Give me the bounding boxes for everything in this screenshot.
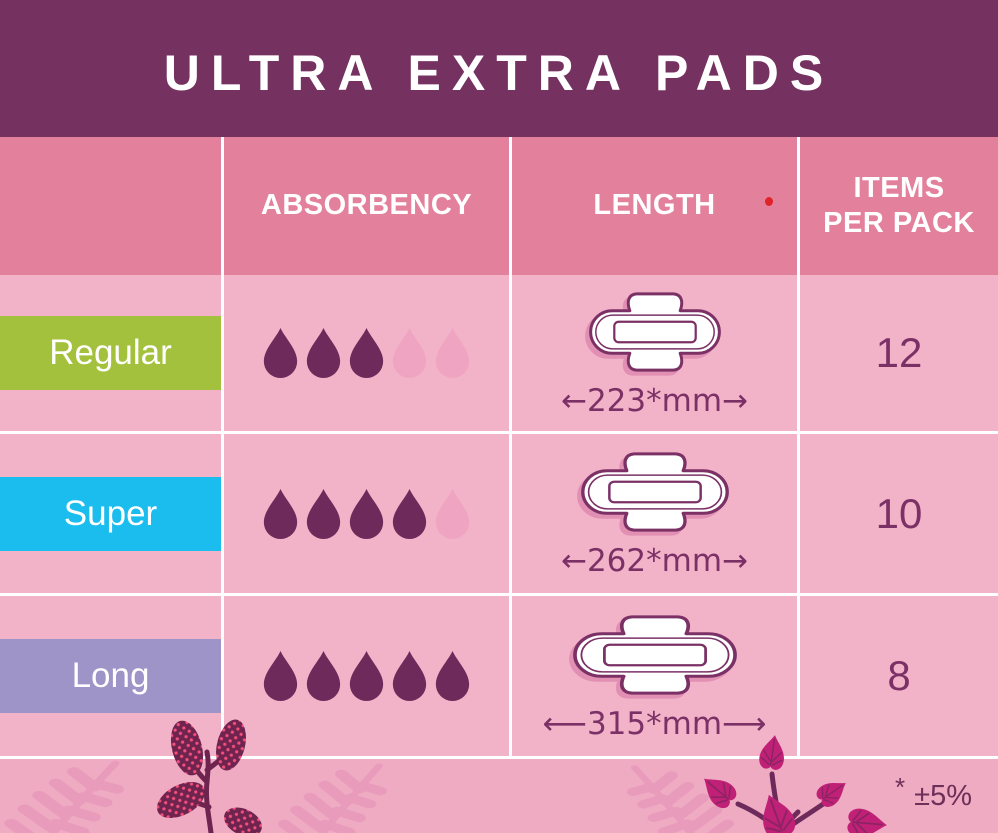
bottom-band: [0, 756, 998, 833]
absorbency-droplet-icon: [263, 651, 298, 701]
absorbency-droplet-icon: [349, 328, 384, 378]
absorbency-droplet-icon: [349, 651, 384, 701]
super-length-cell: ←262*mm→: [512, 431, 800, 593]
absorbency-droplet-icon: [435, 328, 470, 378]
title-band: ULTRA EXTRA PADS: [0, 0, 998, 137]
long-length-label: ⟵315*mm⟶: [542, 705, 767, 742]
regular-absorbency-cell: [224, 275, 512, 431]
row-regular-label-cell: Regular: [0, 275, 224, 431]
header-blank-cell: [0, 137, 224, 275]
regular-items-value: 12: [875, 329, 923, 376]
absorbency-droplet-icon: [306, 488, 341, 539]
absorbency-droplet-icon: [263, 488, 298, 539]
page-title: ULTRA EXTRA PADS: [163, 44, 835, 101]
super-label-band: Super: [0, 476, 221, 551]
long-items-value: 8: [887, 652, 911, 699]
footnote-asterisk: *: [895, 772, 906, 802]
long-absorbency-cell: [224, 593, 512, 756]
header-length: LENGTH: [512, 137, 800, 275]
absorbency-droplet-icon: [435, 488, 470, 539]
long-length-cell: ⟵315*mm⟶: [512, 593, 800, 756]
header-items-per-pack: ITEMS PER PACK: [800, 137, 998, 275]
super-items-value: 10: [875, 489, 923, 537]
absorbency-droplet-icon: [435, 651, 470, 701]
regular-label-band: Regular: [0, 316, 221, 390]
regular-length-cell: ←223*mm→: [512, 275, 800, 431]
absorbency-droplet-icon: [349, 488, 384, 539]
long-label-band: Long: [0, 639, 221, 713]
sanitary-pad-illustration: [588, 291, 721, 372]
absorbency-droplet-icon: [392, 488, 427, 539]
absorbency-droplet-icon: [306, 651, 341, 701]
product-table: ABSORBENCY LENGTH ITEMS PER PACK Regular…: [0, 137, 998, 756]
super-length-label: ←262*mm→: [560, 543, 748, 579]
regular-items-cell: 12: [800, 275, 998, 431]
absorbency-droplet-icon: [392, 328, 427, 378]
absorbency-droplet-icon: [306, 328, 341, 378]
regular-length-label: ←223*mm→: [560, 382, 748, 419]
row-super-label-cell: Super: [0, 431, 224, 593]
red-dot-marker: [765, 197, 773, 206]
super-items-cell: 10: [800, 431, 998, 593]
row-long-label-cell: Long: [0, 593, 224, 756]
footnote: * ±5%: [895, 772, 972, 813]
absorbency-droplet-icon: [392, 651, 427, 701]
absorbency-droplet-icon: [263, 328, 298, 378]
super-absorbency-cell: [224, 431, 512, 593]
header-length-label: LENGTH: [593, 189, 716, 222]
sanitary-pad-illustration: [580, 452, 729, 532]
header-absorbency: ABSORBENCY: [224, 137, 512, 275]
sanitary-pad-illustration: [572, 614, 737, 695]
footnote-text: ±5%: [914, 780, 972, 812]
long-items-cell: 8: [800, 593, 998, 756]
